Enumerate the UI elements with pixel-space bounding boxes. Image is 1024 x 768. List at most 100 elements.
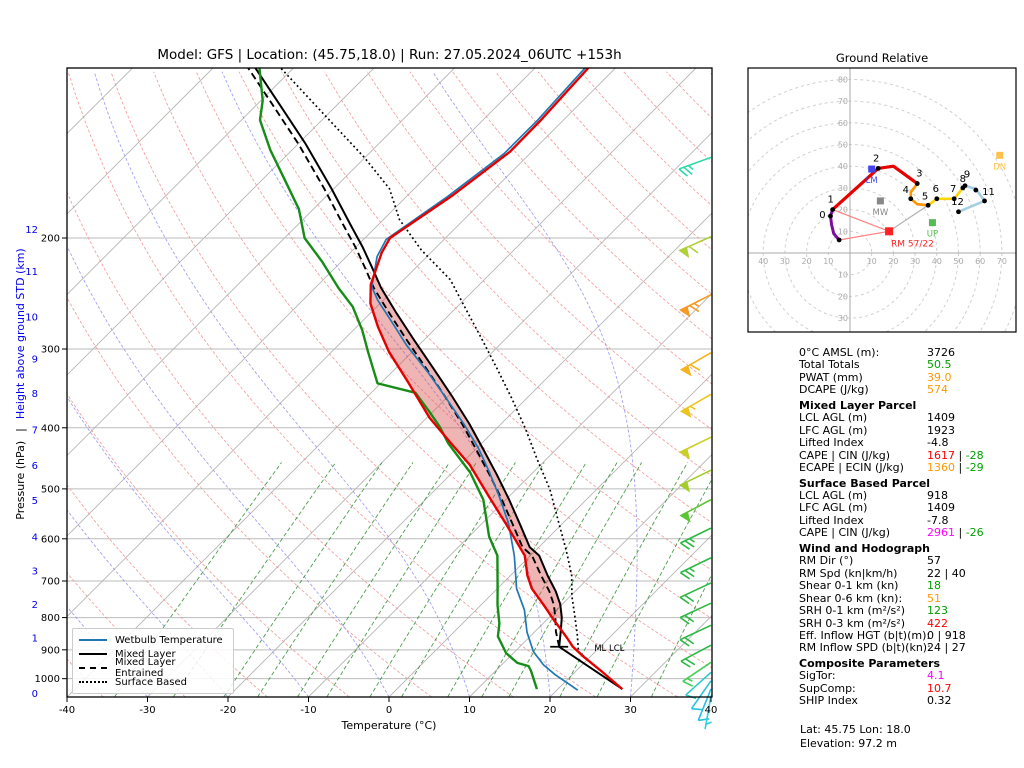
temperature-tick-label: 0: [386, 705, 392, 716]
param-row: SRH 0-1 km (m²/s²) 123: [799, 604, 1023, 618]
hodo-axis-label: 30: [780, 257, 790, 266]
param-label: LFC AGL (m): [799, 423, 868, 437]
param-value: 22 | 40: [927, 566, 966, 580]
hodo-axis-label: 80: [838, 75, 848, 84]
param-label: SRH 0-3 km (m²/s²): [799, 616, 905, 630]
temperature-tick-label: -30: [139, 705, 155, 716]
param-value: 918: [927, 488, 948, 502]
hodo-axis-label: 50: [838, 141, 848, 150]
param-label: Eff. Inflow HGT (b|t)(m):: [799, 628, 931, 642]
hodo-marker-up: [928, 219, 936, 227]
param-section-header: Surface Based Parcel: [799, 476, 931, 490]
hodograph-level-label: 1: [827, 195, 833, 206]
height-km-tick-label: 7: [32, 425, 38, 436]
hodograph-level-label: 9: [964, 170, 970, 181]
param-row: RM Dir (°) 57: [799, 555, 1023, 567]
hodo-axis-label: 30: [910, 257, 920, 266]
param-value: 1409: [927, 411, 955, 425]
axis-ticks: 2003004005006007008009001000121110987654…: [25, 225, 717, 732]
height-km-tick-label: 10: [25, 313, 38, 324]
effective-inflow-line: [839, 230, 890, 241]
legend: Wetbulb Temperature Mixed Layer Mixed La…: [72, 628, 234, 694]
y-axis-label-height: Height above ground STD (km): [14, 248, 27, 420]
param-value: 0.32: [927, 694, 952, 708]
wind-barb: [679, 557, 712, 580]
legend-item-wetbulb: Wetbulb Temperature: [79, 633, 227, 647]
hodo-axis-label: 10: [867, 257, 877, 266]
mixed-layer-parcel-line: [254, 68, 623, 690]
wind-barb: [678, 469, 712, 493]
param-label: PWAT (mm): [799, 370, 863, 384]
param-row: Shear 0-1 km (kn) 18: [799, 579, 1023, 593]
param-value: 57: [927, 554, 941, 568]
temperature-tick-label: 40: [705, 705, 718, 716]
wind-barb: [679, 393, 712, 419]
hodo-axis-label: 40: [838, 162, 848, 171]
wind-barb: [679, 498, 712, 523]
param-label: 0°C AMSL (m):: [799, 346, 880, 359]
footer-latlon: Lat: 45.75 Lon: 18.0: [800, 723, 911, 736]
temperature-tick-label: 30: [624, 705, 637, 716]
param-label: CAPE | CIN (J/kg): [799, 526, 891, 540]
hodograph-level-label: 5: [922, 191, 928, 202]
hodo-marker-dn: [996, 151, 1004, 159]
legend-label: Mixed Layer: [115, 648, 176, 660]
wetbulb-line: [370, 68, 587, 691]
wind-barb: [680, 644, 712, 668]
wind-barb: [679, 624, 712, 647]
temperature-tick-label: -20: [220, 705, 236, 716]
wind-barb: [678, 235, 712, 259]
hodograph-level-dot: [956, 209, 961, 215]
hodo-axis-label: 40: [758, 257, 768, 266]
mixed-layer-entrained-line-swatch: [79, 667, 107, 669]
hodograph-level-dot: [973, 187, 979, 193]
y-axis-label-separator: |: [14, 428, 27, 432]
hodo-marker-label: LM: [866, 176, 878, 186]
hodograph-level-dot: [875, 165, 881, 171]
legend-item-surface-based: Surface Based: [79, 675, 227, 689]
hodo-marker-rm: [885, 227, 894, 236]
wind-barb: [679, 293, 712, 318]
param-row: 0°C AMSL (m): 3726: [799, 346, 1023, 359]
hodo-axis-label: 10: [823, 257, 833, 266]
pressure-tick-label: 500: [41, 484, 60, 495]
param-label: Shear 0-1 km (kn): [799, 579, 899, 593]
param-label: SHIP Index: [799, 694, 858, 708]
param-value: -7.8: [927, 513, 949, 527]
temperature-tick-label: 20: [544, 705, 557, 716]
param-label: SupComp:: [799, 681, 856, 695]
hodo-marker-label: DN: [993, 162, 1006, 172]
height-km-tick-label: 8: [32, 389, 38, 400]
surface-based-parcel-line: [279, 68, 623, 690]
param-label: RM Dir (°): [799, 554, 854, 568]
param-row: ECAPE | ECIN (J/kg) 1360 | -29: [799, 461, 1023, 474]
cape-shading: [370, 269, 562, 618]
wind-barb: [679, 582, 712, 605]
param-label: SRH 0-1 km (m²/s²): [799, 604, 905, 618]
param-label: RM Inflow SPD (b|t)(kn):: [799, 641, 931, 655]
hodograph-level-label: 6: [933, 184, 939, 195]
param-section-header: Wind and Hodograph: [799, 541, 931, 555]
param-row: Lifted Index -7.8: [799, 513, 1023, 527]
hodo-axis-label: 60: [838, 119, 848, 128]
param-row: SigTor: 4.1: [799, 670, 1023, 682]
param-row: CAPE | CIN (J/kg) 2961 | -26: [799, 527, 1023, 539]
param-label: CAPE | CIN (J/kg): [799, 448, 891, 462]
location-footer: Lat: 45.75 Lon: 18.0 Elevation: 97.2 m: [800, 723, 911, 751]
mean-wind-line: [888, 204, 929, 232]
height-km-tick-label: 11: [25, 267, 38, 278]
height-km-tick-label: 6: [32, 461, 38, 472]
hodograph-level-label: 4: [903, 185, 909, 196]
pressure-tick-label: 700: [41, 577, 60, 588]
param-value: 39.0: [927, 370, 952, 384]
param-row: LCL AGL (m) 918: [799, 488, 1023, 502]
hodo-marker-label: MW: [873, 208, 889, 218]
hodograph-level-dot: [914, 181, 920, 186]
param-value: 51: [927, 591, 941, 605]
param-row: Eff. Inflow HGT (b|t)(m): 0 | 918: [799, 628, 1023, 642]
legend-label: Surface Based: [115, 676, 187, 688]
wind-barb: [679, 527, 712, 550]
hodograph-level-label: 0: [819, 210, 825, 221]
temperature-tick-label: 10: [463, 705, 476, 716]
